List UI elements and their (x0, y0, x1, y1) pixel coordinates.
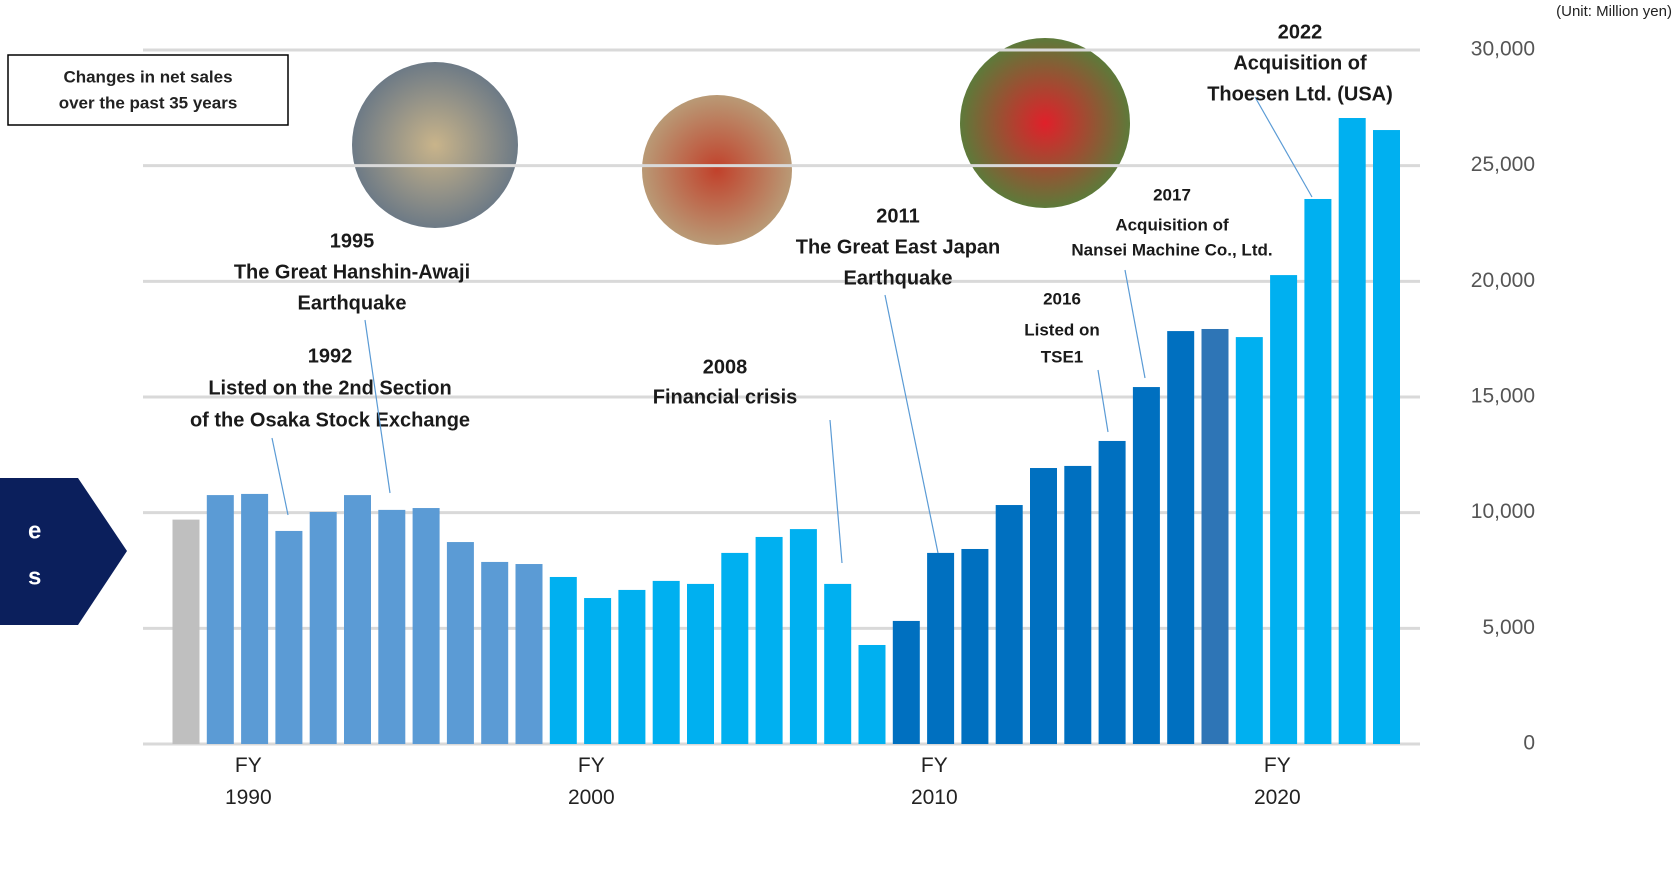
bar (618, 589, 646, 744)
bar (755, 536, 783, 744)
annotation: Listed on (1024, 320, 1100, 339)
bar (892, 620, 920, 744)
bar (927, 552, 955, 744)
chart-title: over the past 35 years (59, 93, 238, 112)
bar (1373, 130, 1400, 745)
side-tab-text: e (28, 517, 41, 544)
y-tick-label: 0 (1523, 732, 1535, 755)
side-tab-text: s (28, 563, 41, 590)
annotation: Financial crisis (653, 386, 798, 408)
leader-line (364, 319, 391, 494)
bar (584, 598, 612, 744)
bar (858, 644, 886, 744)
bar (309, 511, 337, 744)
photo (352, 62, 518, 228)
x-tick-label-part: FY (578, 754, 605, 777)
bar (481, 561, 509, 744)
annotation: of the Osaka Stock Exchange (190, 409, 470, 431)
side-tab (0, 478, 127, 625)
bar (1304, 198, 1332, 745)
bar (789, 529, 817, 744)
annotation: Thoesen Ltd. (USA) (1207, 83, 1393, 105)
bar (241, 493, 269, 744)
y-tick-label: 5,000 (1482, 616, 1535, 639)
bar (1098, 440, 1126, 744)
x-tick-label-part: FY (921, 754, 948, 777)
bar (172, 519, 200, 744)
x-tick-label: FY 2020 (1254, 754, 1301, 809)
bar (549, 576, 577, 744)
title-box (7, 54, 289, 126)
photo (960, 38, 1130, 208)
annotation: 1992 (308, 345, 353, 367)
chart-title: Changes in net sales (63, 67, 232, 86)
x-tick-label-part: 2000 (568, 786, 615, 809)
y-tick-label: 15,000 (1471, 385, 1535, 408)
annotation: 2017 (1153, 185, 1191, 204)
annotation: 2022 (1278, 21, 1323, 43)
x-tick-label: FY 1990 (225, 754, 272, 809)
bar (687, 583, 714, 744)
bar (275, 530, 303, 744)
x-tick-label-part: 1990 (225, 786, 272, 809)
x-tick-label: FY 2010 (911, 754, 958, 809)
bar (1338, 118, 1366, 744)
bar (824, 583, 852, 744)
y-tick-label: 25,000 (1471, 153, 1535, 176)
bar (652, 580, 680, 744)
y-tick-label: 10,000 (1471, 500, 1535, 523)
x-tick-label-part: 2010 (911, 786, 958, 809)
leader-line (829, 419, 843, 564)
annotation: 2008 (703, 356, 748, 378)
bar (721, 552, 749, 744)
bar (446, 542, 474, 744)
bar (1235, 337, 1263, 744)
bar (378, 509, 406, 744)
x-tick-label-part: FY (1264, 754, 1291, 777)
annotation: The Great East Japan (796, 236, 1001, 258)
annotation: Acquisition of (1233, 52, 1367, 74)
annotation: TSE1 (1041, 347, 1084, 366)
leader-line (271, 437, 289, 516)
x-tick-label: FY 2000 (568, 754, 615, 809)
photo (642, 95, 792, 245)
bar (206, 495, 234, 744)
annotation: 2011 (876, 205, 919, 227)
x-tick-label-part: 2020 (1254, 786, 1301, 809)
bar (1030, 468, 1057, 744)
bar (1132, 387, 1160, 744)
leader-line (1254, 96, 1313, 198)
bar (995, 505, 1023, 744)
annotation: Nansei Machine Co., Ltd. (1071, 240, 1272, 259)
annotation: Acquisition of (1115, 215, 1229, 234)
bar (412, 508, 440, 744)
bar (1064, 465, 1092, 744)
annotation: The Great Hanshin-Awaji (234, 261, 470, 283)
annotation: Earthquake (844, 267, 953, 289)
bar (344, 495, 371, 744)
unit-label: (Unit: Million yen) (1556, 3, 1672, 20)
x-tick-label-part: FY (235, 754, 262, 777)
y-tick-label: 30,000 (1471, 38, 1535, 61)
leader-line (1097, 369, 1109, 433)
leader-line (1124, 269, 1146, 379)
annotation: Listed on the 2nd Section (208, 377, 451, 399)
y-tick-label: 20,000 (1471, 269, 1535, 292)
bar (515, 564, 543, 744)
bar (1201, 328, 1229, 744)
annotation: Earthquake (298, 292, 407, 314)
bar (961, 548, 989, 744)
annotation: 1995 (330, 230, 375, 252)
leader-line (884, 294, 939, 554)
annotation: 2016 (1043, 289, 1081, 308)
bar (1270, 275, 1298, 744)
bar (1167, 331, 1195, 744)
